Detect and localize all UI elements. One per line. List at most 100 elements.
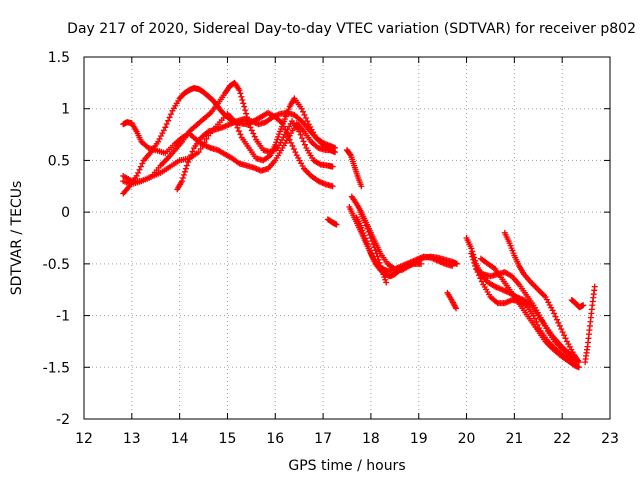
x-tick-label: 16: [266, 431, 284, 447]
x-tick-label: 15: [219, 431, 237, 447]
data-point: [551, 310, 558, 317]
data-point: [329, 163, 336, 170]
data-point: [380, 271, 387, 278]
data-point: [286, 136, 293, 143]
data-point: [179, 178, 186, 185]
data-point: [248, 127, 255, 134]
x-tick-label: 13: [123, 431, 141, 447]
data-point: [376, 259, 383, 266]
y-tick-label: -2: [56, 412, 70, 428]
data-point: [556, 322, 563, 329]
data-point: [161, 158, 168, 165]
data-point: [375, 256, 382, 263]
data-point: [383, 279, 390, 286]
data-point: [302, 115, 309, 122]
data-point: [358, 183, 365, 190]
data-point: [183, 162, 190, 169]
y-tick-label: 1: [61, 102, 70, 118]
y-tick-label: 1.5: [48, 50, 70, 66]
data-point: [162, 124, 169, 131]
data-point: [541, 292, 548, 299]
data-point: [580, 302, 587, 309]
data-point: [285, 133, 292, 140]
data-point: [240, 100, 247, 107]
data-point: [364, 225, 371, 232]
data-point: [453, 305, 460, 312]
x-tick-label: 12: [75, 431, 93, 447]
data-point: [374, 253, 381, 260]
data-point: [297, 131, 304, 138]
data-point: [137, 163, 144, 170]
data-point: [304, 118, 311, 125]
data-point: [289, 142, 296, 149]
data-point: [301, 141, 308, 148]
data-point: [133, 172, 140, 179]
data-point: [562, 335, 569, 342]
data-point: [274, 136, 281, 143]
data-point: [139, 160, 146, 167]
data-point: [247, 124, 254, 131]
data-point: [379, 268, 386, 275]
data-point: [369, 238, 376, 245]
y-tick-label: 0.5: [48, 153, 70, 169]
data-point: [418, 260, 425, 267]
y-tick-label: -0.5: [43, 257, 70, 273]
data-point: [532, 283, 539, 290]
data-point: [163, 156, 170, 163]
data-point: [250, 130, 257, 137]
data-point: [180, 171, 187, 178]
data-point: [371, 244, 378, 251]
data-point: [381, 274, 388, 281]
data-point: [478, 278, 485, 285]
data-point: [188, 152, 195, 159]
data-point: [300, 108, 307, 115]
data-point: [242, 107, 249, 114]
data-point: [296, 128, 303, 135]
data-points: [120, 79, 598, 371]
data-point: [575, 364, 582, 371]
data-point: [536, 288, 543, 295]
y-tick-label: 0: [61, 205, 70, 221]
data-point: [305, 170, 312, 177]
data-point: [237, 90, 244, 97]
data-point: [362, 219, 369, 226]
data-point: [181, 168, 188, 175]
data-point: [163, 121, 170, 128]
data-point: [182, 165, 189, 172]
data-point: [236, 87, 243, 94]
data-point: [195, 149, 202, 156]
data-point: [189, 148, 196, 155]
data-point: [235, 128, 242, 135]
data-point: [199, 142, 206, 149]
data-point: [538, 289, 545, 296]
x-tick-label: 21: [505, 431, 523, 447]
data-point: [302, 167, 309, 174]
x-tick-label: 17: [314, 431, 332, 447]
data-point: [468, 250, 475, 257]
data-point: [251, 133, 258, 140]
data-point: [275, 133, 282, 140]
x-tick-label: 23: [601, 431, 619, 447]
axis-ticks: 12 13 14 15 16 17 18 19 20 21 22 23 1.5 1 0.5 0 -0.5 -1 -1…: [43, 50, 619, 447]
data-point: [243, 110, 250, 117]
data-point: [367, 235, 374, 241]
data-point: [382, 276, 389, 283]
data-point: [333, 221, 340, 228]
chart-title: Day 217 of 2020, Sidereal Day-to-day VTE…: [67, 21, 636, 37]
data-point: [276, 131, 283, 138]
data-point: [201, 139, 208, 146]
data-point: [553, 316, 560, 323]
data-point: [159, 130, 166, 137]
data-point: [469, 253, 476, 260]
data-point: [179, 175, 186, 182]
x-tick-label: 19: [410, 431, 428, 447]
data-point: [366, 231, 373, 238]
data-point: [160, 159, 167, 166]
data-point: [362, 235, 369, 242]
data-point: [241, 103, 248, 110]
data-point: [160, 127, 167, 134]
plot-frame: [83, 56, 611, 420]
data-point: [197, 145, 204, 152]
data-point: [157, 133, 164, 140]
data-point: [477, 275, 484, 282]
